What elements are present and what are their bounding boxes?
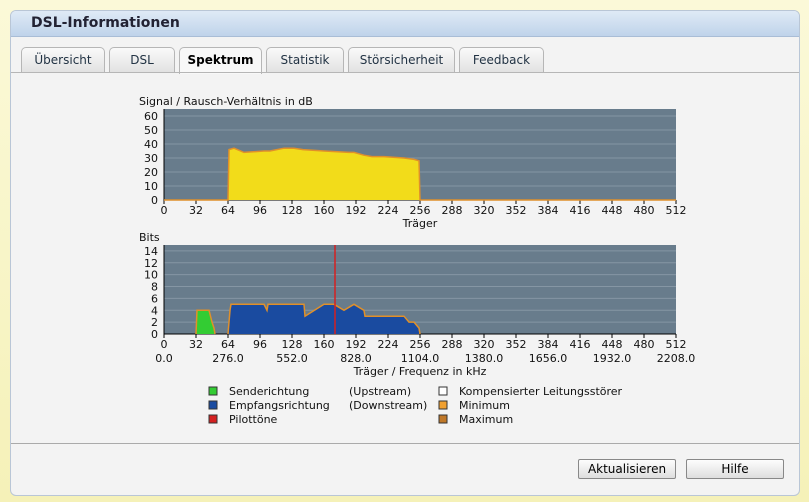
legend-swatch [438, 414, 448, 424]
x2-tick-label: 828.0 [340, 352, 372, 365]
button[interactable]: Aktualisieren [578, 459, 676, 479]
legend-swatch [438, 386, 448, 396]
y-tick-label: 50 [144, 124, 158, 137]
y-tick-label: 8 [151, 281, 158, 294]
legend-swatch [208, 414, 218, 424]
y-tick-label: 40 [144, 138, 158, 151]
x-tick-label: 288 [442, 338, 463, 351]
y-tick-label: 4 [151, 304, 158, 317]
x-tick-label: 192 [346, 204, 367, 217]
x-tick-label: 32 [189, 338, 203, 351]
y-tick-label: 20 [144, 166, 158, 179]
x-tick-label: 416 [570, 204, 591, 217]
content: Signal / Rausch-Verhältnis in dB 0 10 20 30 4… [11, 72, 799, 444]
legend-swatch [208, 386, 218, 396]
tab[interactable]: Störsicherheit [348, 47, 455, 72]
x-tick-label: 480 [634, 338, 655, 351]
x-tick-label: 96 [253, 204, 267, 217]
x-tick-label: 224 [378, 204, 399, 217]
tab[interactable]: Spektrum [179, 47, 262, 74]
tab[interactable]: DSL [109, 47, 175, 72]
y-tick-label: 0 [151, 194, 158, 207]
x-tick-label: 256 [410, 338, 431, 351]
x-tick-label: 512 [666, 338, 687, 351]
tab[interactable]: Statistik [266, 47, 344, 72]
y-tick-label: 10 [144, 180, 158, 193]
y-tick-label: 6 [151, 292, 158, 305]
panel: DSL-Informationen Übersicht DSL Spektrum St… [10, 10, 800, 496]
legend-label: Empfangsrichtung [229, 399, 330, 412]
x-axis-label: Träger / Frequenz in kHz [353, 365, 487, 378]
legend-label: Maximum [459, 413, 513, 426]
x2-tick-label: 1104.0 [401, 352, 440, 365]
x2-tick-label: 0.0 [155, 352, 173, 365]
x-tick-label: 128 [282, 204, 303, 217]
x2-tick-label: 276.0 [212, 352, 244, 365]
y-tick-label: 30 [144, 152, 158, 165]
legend-swatch [438, 400, 448, 410]
spectrum-area [227, 303, 421, 335]
tab[interactable]: Übersicht [21, 47, 105, 72]
legend-note: (Upstream) [349, 385, 411, 398]
spectrum-area [195, 309, 216, 335]
panel-title: DSL-Informationen [11, 11, 799, 37]
y-tick-label: 12 [144, 257, 158, 270]
x-tick-label: 288 [442, 204, 463, 217]
x-tick-label: 160 [314, 204, 335, 217]
x-tick-label: 384 [538, 338, 559, 351]
x-tick-label: 32 [189, 204, 203, 217]
x-tick-label: 96 [253, 338, 267, 351]
x-tick-label: 256 [410, 204, 431, 217]
x-tick-label: 352 [506, 338, 527, 351]
x-tick-label: 480 [634, 204, 655, 217]
x-tick-label: 448 [602, 338, 623, 351]
legend-label: Kompensierter Leitungsstörer [459, 385, 623, 398]
x-tick-label: 512 [666, 204, 687, 217]
x-tick-label: 64 [221, 204, 235, 217]
x-axis-label: Träger [402, 217, 438, 230]
y-axis-label: Bits [139, 231, 160, 244]
legend-label: Pilottöne [229, 413, 278, 426]
x-tick-label: 128 [282, 338, 303, 351]
x-tick-label: 0 [161, 204, 168, 217]
x-tick-label: 352 [506, 204, 527, 217]
legend-note: (Downstream) [349, 399, 427, 412]
x2-tick-label: 1380.0 [465, 352, 504, 365]
x2-tick-label: 1932.0 [593, 352, 632, 365]
x-tick-label: 448 [602, 204, 623, 217]
y-tick-label: 14 [144, 245, 158, 258]
y-tick-label: 60 [144, 110, 158, 123]
x-tick-label: 320 [474, 338, 495, 351]
x-tick-label: 0 [161, 338, 168, 351]
x2-tick-label: 1656.0 [529, 352, 568, 365]
legend-label: Minimum [459, 399, 510, 412]
y-tick-label: 2 [151, 316, 158, 329]
tab[interactable]: Feedback [459, 47, 544, 72]
legend-label: Senderichtung [229, 385, 309, 398]
x2-tick-label: 552.0 [276, 352, 308, 365]
legend-swatch [208, 400, 218, 410]
y-tick-label: 10 [144, 269, 158, 282]
x-tick-label: 192 [346, 338, 367, 351]
y-tick-label: 0 [151, 328, 158, 341]
x-tick-label: 320 [474, 204, 495, 217]
x-tick-label: 160 [314, 338, 335, 351]
y-axis-label: Signal / Rausch-Verhältnis in dB [139, 95, 313, 108]
button[interactable]: Hilfe [686, 459, 784, 479]
x-tick-label: 64 [221, 338, 235, 351]
x-tick-label: 384 [538, 204, 559, 217]
x-tick-label: 416 [570, 338, 591, 351]
x-tick-label: 224 [378, 338, 399, 351]
x2-tick-label: 2208.0 [657, 352, 696, 365]
charts: Signal / Rausch-Verhältnis in dB01020304… [139, 95, 696, 426]
spectrum-area [164, 147, 676, 201]
